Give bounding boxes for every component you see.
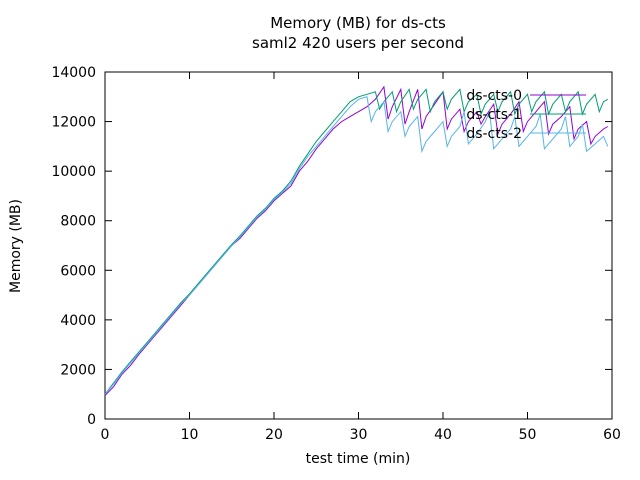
y-axis-label: Memory (MB) xyxy=(8,199,24,293)
x-tick-label: 30 xyxy=(350,427,368,443)
x-tick-label: 0 xyxy=(101,427,110,443)
y-tick-label: 10000 xyxy=(51,164,96,180)
x-tick-label: 20 xyxy=(265,427,283,443)
series-line-ds-cts-1 xyxy=(104,88,609,395)
chart-title: Memory (MB) for ds-cts xyxy=(270,14,446,32)
legend-label-ds-cts-2: ds-cts-2 xyxy=(466,126,522,142)
x-axis-label: test time (min) xyxy=(306,451,411,467)
legend-label-ds-cts-1: ds-cts-1 xyxy=(466,107,522,123)
x-tick-label: 60 xyxy=(603,427,621,443)
chart-subtitle: saml2 420 users per second xyxy=(252,34,464,52)
y-tick-label: 2000 xyxy=(60,362,96,378)
x-tick-label: 50 xyxy=(519,427,537,443)
y-tick-label: 14000 xyxy=(51,65,96,81)
y-tick-label: 0 xyxy=(87,412,96,428)
plot-border xyxy=(104,71,613,420)
x-tick-label: 10 xyxy=(181,427,199,443)
plot-area: 0 10 20 30 40 50 60 0 2000 4000 6000 8000 10000 12000… xyxy=(51,65,620,443)
series-line-ds-cts-2 xyxy=(104,96,609,395)
legend-label-ds-cts-0: ds-cts-0 xyxy=(466,88,522,104)
x-tick-label: 40 xyxy=(434,427,452,443)
y-tick-label: 6000 xyxy=(60,263,96,279)
y-tick-label: 4000 xyxy=(60,313,96,329)
legend: ds-cts-0 ds-cts-1 ds-cts-2 xyxy=(466,88,586,142)
y-tick-label: 12000 xyxy=(51,115,96,131)
y-tick-label: 8000 xyxy=(60,214,96,230)
